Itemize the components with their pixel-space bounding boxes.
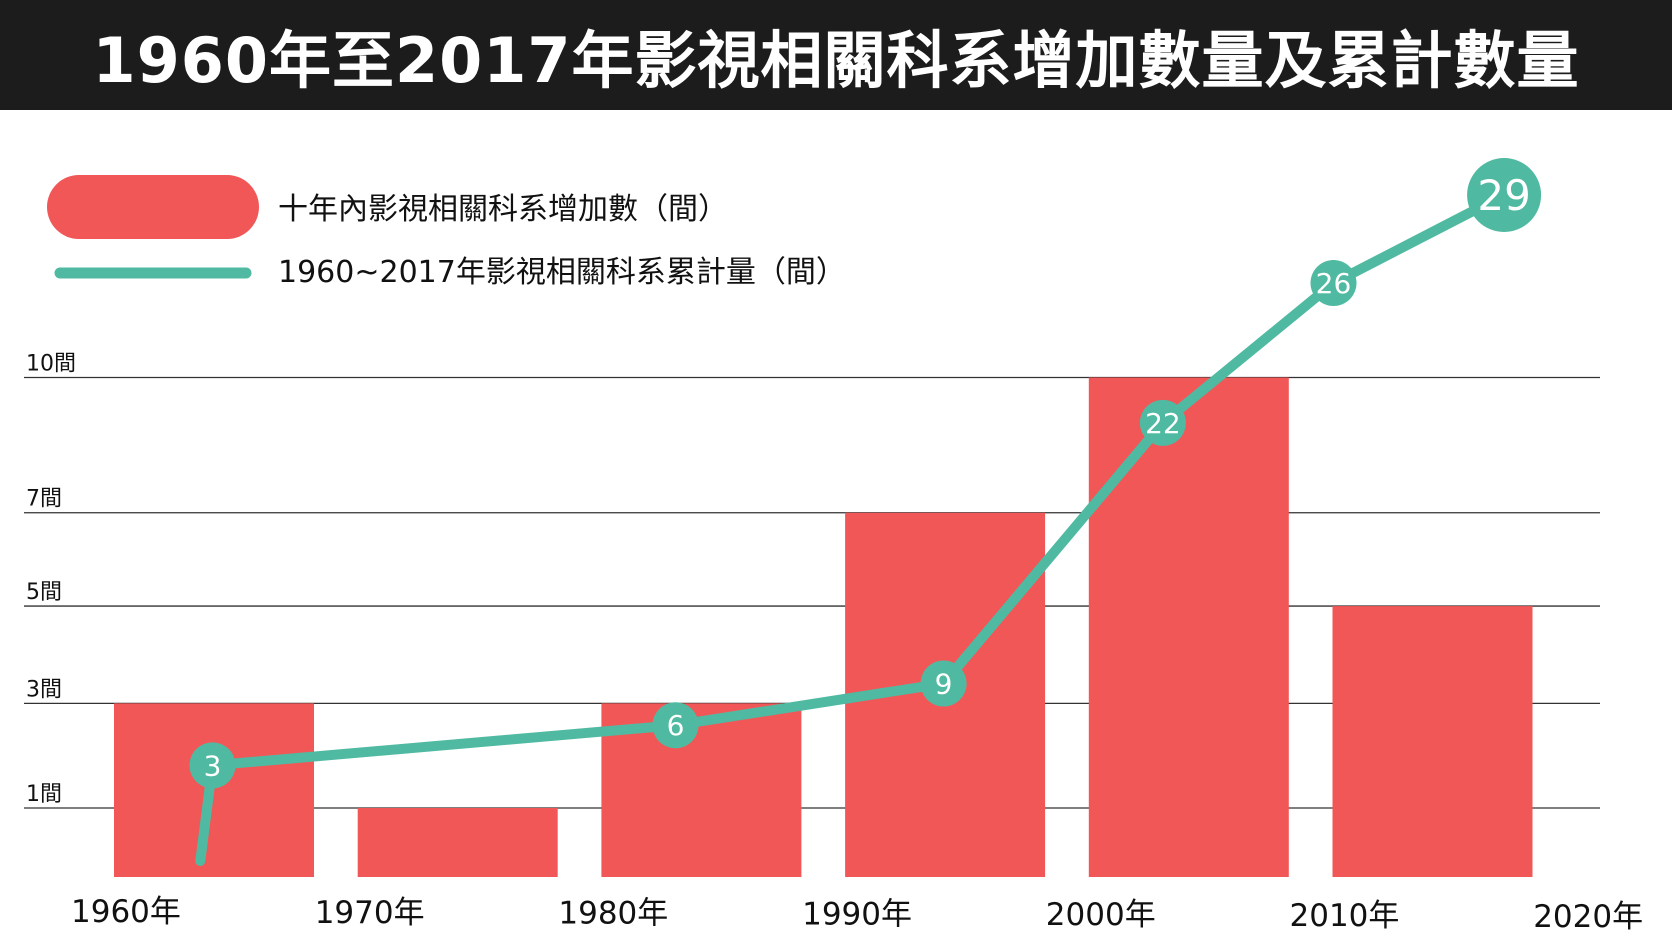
legend-bar-swatch (47, 175, 259, 239)
line-point-label: 9 (935, 668, 953, 701)
line-point-label: 6 (667, 709, 685, 742)
line-point (652, 702, 699, 749)
y-tick-label: 7間 (26, 487, 62, 512)
y-tick-label: 5間 (26, 580, 62, 605)
bar (1088, 377, 1289, 877)
line-point (189, 742, 236, 789)
x-tick-label: 1980年 (558, 896, 668, 932)
x-tick-label: 1960年 (71, 894, 181, 930)
line-point-label: 3 (204, 749, 222, 782)
legend-label-bars: 十年內影視相關科系增加數（間） (278, 192, 728, 227)
chart-title: 1960年至2017年影視相關科系增加數量及累計數量 (92, 24, 1580, 97)
y-tick-label: 10間 (26, 352, 76, 377)
x-tick-label: 2010年 (1290, 898, 1400, 934)
x-tick-label: 1970年 (315, 895, 425, 931)
x-tick-label: 2020年 (1533, 899, 1643, 935)
line-point (1139, 399, 1186, 446)
line-point-label: 22 (1145, 407, 1181, 440)
y-tick-label: 1間 (26, 782, 62, 807)
line-point (1310, 259, 1357, 306)
bar (1332, 606, 1533, 877)
y-tick-label: 3間 (26, 677, 62, 702)
title-bar: 1960年至2017年影視相關科系增加數量及累計數量 (0, 0, 1672, 110)
line-point (920, 660, 967, 707)
line-point-label: 26 (1316, 267, 1352, 300)
bar (357, 808, 558, 877)
line-point (1467, 158, 1542, 232)
legend-label-line: 1960~2017年影視相關科系累計量（間） (278, 255, 846, 290)
x-tick-label: 2000年 (1046, 897, 1156, 933)
x-tick-label: 1990年 (802, 896, 912, 932)
line-point-label: 29 (1477, 171, 1530, 220)
